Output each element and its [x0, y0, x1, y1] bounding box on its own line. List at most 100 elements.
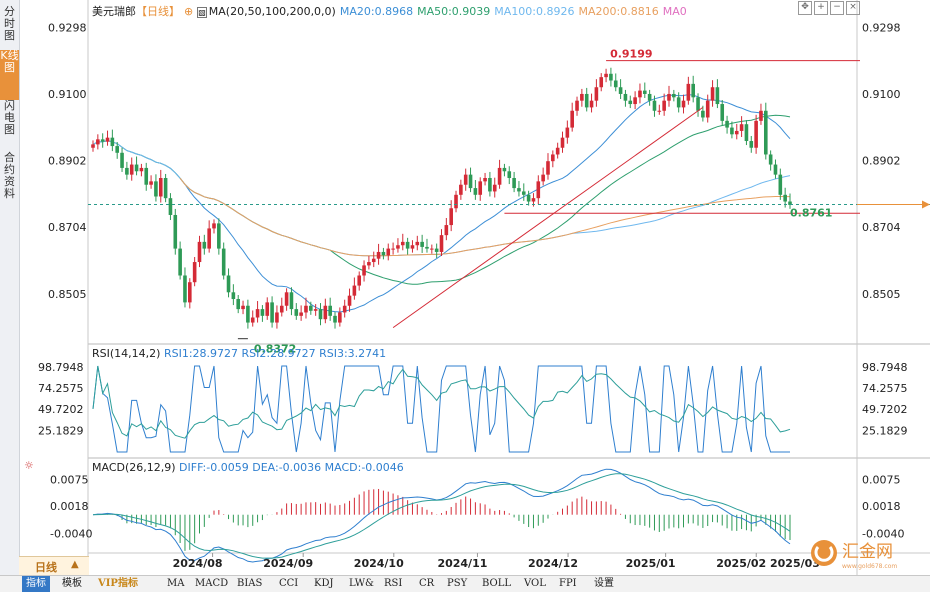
candle-body	[342, 305, 347, 313]
axes: 0.9298 0.9298 0.9100 0.9100 0.8902 0.8902 0.87…	[38, 21, 908, 570]
candle-body	[521, 191, 526, 195]
candle-body	[163, 178, 168, 199]
last-price-label: 0.8761	[790, 207, 832, 220]
candle-body	[696, 97, 700, 111]
candle-body	[154, 181, 158, 197]
tab-contract-info[interactable]: 合约资料	[0, 152, 19, 212]
price-tick-label-left: 0.8902	[48, 155, 87, 168]
ma20-line	[92, 94, 791, 313]
candle-body	[255, 309, 260, 318]
candle-body	[560, 137, 565, 148]
candle-body	[289, 292, 294, 310]
price-tick-label-right: 0.8505	[862, 288, 901, 301]
candle-body	[439, 235, 444, 252]
tab-kline-label: K线图	[0, 49, 19, 74]
candle-body	[241, 305, 245, 310]
candle-body	[178, 248, 182, 276]
toolbar-item-0[interactable]: 指标	[22, 576, 50, 592]
sun-icon[interactable]: ☼	[24, 459, 34, 472]
toolbar-item-6[interactable]: CCI	[279, 578, 299, 589]
candle-body	[149, 181, 153, 185]
candle-body	[701, 110, 705, 118]
candle-body	[580, 93, 584, 101]
candle-body	[265, 302, 270, 316]
close-icon[interactable]: ×	[846, 1, 860, 15]
candle-body	[555, 147, 560, 155]
candle-body	[362, 265, 366, 276]
toolbar-item-3[interactable]: MA	[167, 578, 185, 589]
tab-flash[interactable]: 闪电图	[0, 100, 19, 150]
candlestick-series	[91, 67, 792, 329]
time-tick-label: 2025/02	[716, 557, 766, 570]
rsi-tick-label-left: 25.1829	[38, 424, 84, 437]
candle-body	[628, 100, 633, 105]
candle-body	[594, 87, 599, 101]
eye-icon[interactable]: ⊕	[184, 5, 194, 18]
toolbar-item-8[interactable]: LW&	[349, 578, 374, 589]
candle-body	[517, 188, 521, 192]
candle-body	[333, 315, 337, 323]
toolbar-item-14[interactable]: FPI	[559, 578, 577, 589]
candle-body	[120, 152, 124, 168]
left-tab-strip: 分时图 K线图 闪电图 合约资料	[0, 0, 20, 575]
rsi-panel	[92, 365, 791, 453]
candle-body	[168, 198, 173, 215]
toolbar-item-1[interactable]: 模板	[62, 578, 82, 589]
candle-body	[454, 194, 458, 209]
last-price-marker	[922, 200, 930, 209]
grid-lines	[87, 0, 930, 575]
toolbar-item-15[interactable]: 设置	[594, 578, 614, 589]
rsi-tick-label-right: 25.1829	[862, 424, 908, 437]
tab-kline[interactable]: K线图	[0, 50, 19, 100]
candle-body	[686, 83, 691, 101]
candle-body	[759, 110, 763, 121]
tab-flash-label: 闪电图	[4, 99, 15, 136]
ma200-value: MA200:0.8816	[578, 5, 659, 18]
candle-body	[652, 100, 657, 111]
main-legend: 美元瑞郎【日线】 ⊕ ▧ MA(20,50,100,200,0,0) MA20:0.89…	[92, 3, 691, 18]
period-selector[interactable]: 日线 ▲	[19, 556, 89, 575]
tab-contract-label: 合约资料	[4, 151, 15, 200]
macd-tick-label-right: 0.0018	[862, 500, 901, 513]
macd-panel	[92, 468, 791, 563]
ma20-value: MA20:0.8968	[339, 5, 414, 18]
toolbar-item-5[interactable]: BIAS	[237, 578, 263, 589]
rsi-tick-label-right: 49.7202	[862, 403, 908, 416]
indicator-toolbar: 指标 模板 VIP指标 MA MACD BIAS CCI KDJ LW& RSI CR PSY BOLL…	[0, 575, 930, 592]
toolbar-item-2[interactable]: VIP指标	[98, 578, 138, 589]
candle-body	[749, 141, 754, 148]
toolbar-item-11[interactable]: PSY	[447, 578, 468, 589]
ma-settings-icon[interactable]: ▧	[197, 7, 207, 18]
zoom-in-icon[interactable]: +	[814, 1, 828, 15]
time-tick-label: 2025/03	[770, 557, 820, 570]
candle-body	[720, 104, 725, 121]
annotations: 0.9199 0.8372 0.8761	[88, 48, 930, 356]
candle-body	[134, 164, 139, 172]
candle-body	[420, 241, 424, 247]
toolbar-item-7[interactable]: KDJ	[314, 578, 334, 589]
candle-body	[115, 146, 120, 153]
candle-body	[570, 110, 574, 128]
candle-body	[202, 241, 207, 249]
candle-body	[609, 73, 613, 81]
candle-body	[657, 110, 662, 112]
zoom-out-icon[interactable]: −	[830, 1, 844, 15]
move-icon[interactable]: ✥	[798, 1, 812, 15]
toolbar-item-9[interactable]: RSI	[384, 578, 403, 589]
tab-intraday[interactable]: 分时图	[0, 6, 19, 44]
candle-body	[551, 154, 555, 162]
ma0-value: MA0	[662, 5, 687, 18]
candle-body	[710, 87, 715, 101]
macd-tick-label-right: -0.0040	[862, 528, 904, 541]
macd-tick-label-left: 0.0018	[50, 500, 89, 513]
candle-body	[309, 305, 313, 311]
toolbar-item-4[interactable]: MACD	[195, 578, 229, 589]
candle-body	[536, 181, 541, 199]
toolbar-item-10[interactable]: CR	[419, 578, 435, 589]
candle-body	[604, 73, 608, 78]
toolbar-item-13[interactable]: VOL	[524, 578, 546, 589]
candle-body	[672, 93, 676, 98]
toolbar-item-12[interactable]: BOLL	[482, 578, 512, 589]
candle-body	[623, 93, 628, 101]
